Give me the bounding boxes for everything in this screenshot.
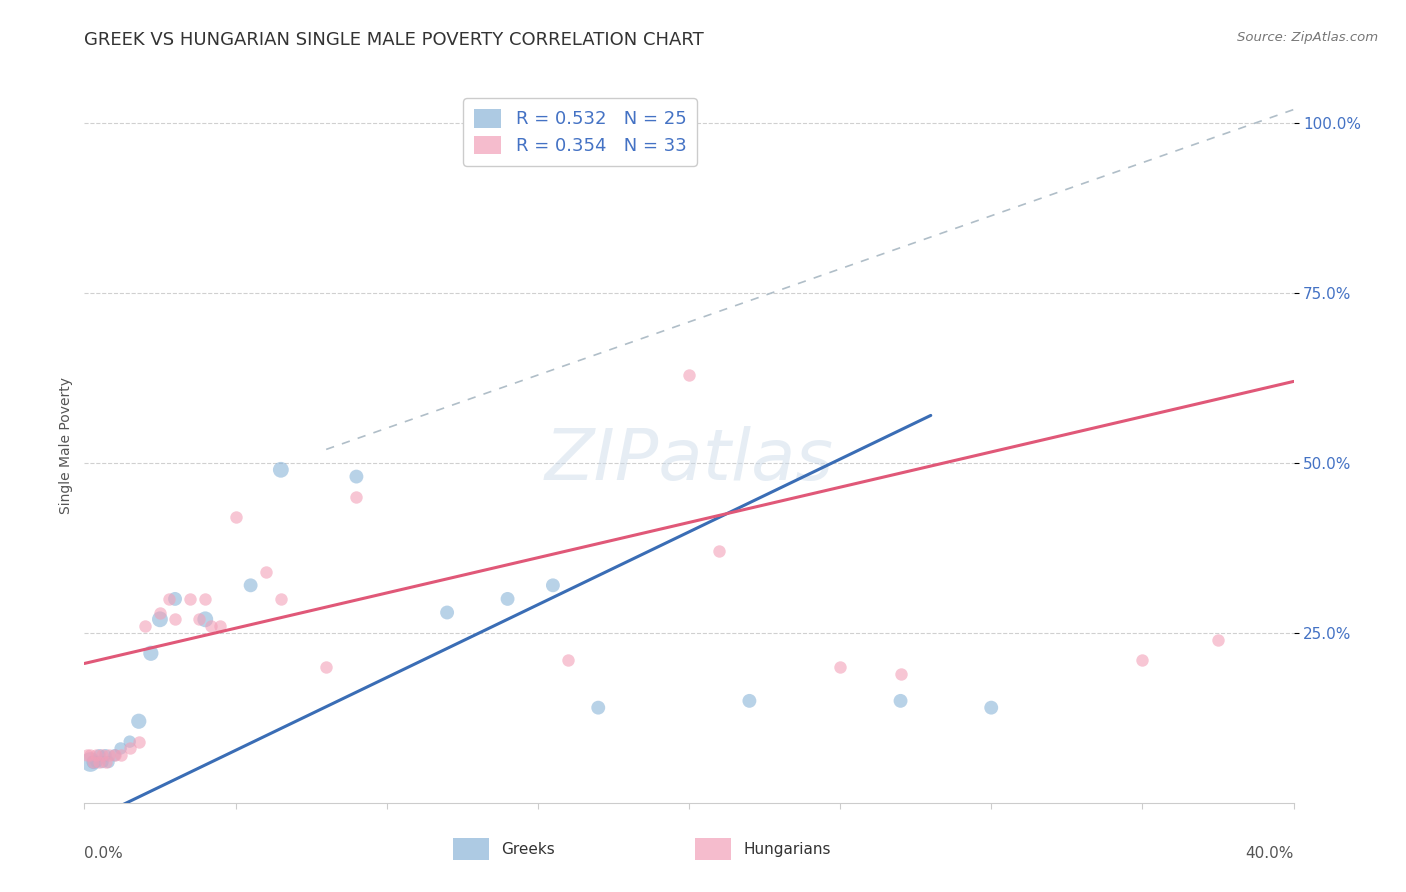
- Point: [270, 463, 292, 477]
- Point: [82, 755, 104, 769]
- FancyBboxPatch shape: [695, 838, 731, 860]
- Point: [890, 666, 912, 681]
- Point: [104, 748, 127, 763]
- Text: Source: ZipAtlas.com: Source: ZipAtlas.com: [1237, 31, 1378, 45]
- Point: [94, 755, 117, 769]
- Point: [91, 755, 114, 769]
- Point: [91, 748, 114, 763]
- Point: [118, 734, 141, 748]
- Point: [86, 755, 108, 769]
- Point: [179, 591, 201, 606]
- Text: 0.0%: 0.0%: [84, 846, 124, 861]
- Point: [254, 565, 277, 579]
- Point: [225, 510, 247, 524]
- Point: [110, 748, 132, 763]
- Text: GREEK VS HUNGARIAN SINGLE MALE POVERTY CORRELATION CHART: GREEK VS HUNGARIAN SINGLE MALE POVERTY C…: [84, 31, 704, 49]
- Point: [678, 368, 700, 382]
- Point: [188, 612, 211, 626]
- Point: [118, 741, 141, 756]
- Point: [588, 700, 610, 714]
- Point: [496, 591, 519, 606]
- Point: [97, 755, 120, 769]
- Point: [1206, 632, 1229, 647]
- Point: [163, 612, 186, 626]
- Text: Hungarians: Hungarians: [744, 842, 831, 856]
- Point: [128, 714, 150, 729]
- Point: [194, 591, 217, 606]
- Point: [104, 748, 127, 763]
- Point: [315, 660, 337, 674]
- Point: [541, 578, 564, 592]
- Point: [346, 490, 368, 504]
- Point: [134, 619, 156, 633]
- Point: [89, 748, 111, 763]
- Point: [79, 748, 101, 763]
- Point: [890, 694, 912, 708]
- FancyBboxPatch shape: [453, 838, 489, 860]
- Point: [980, 700, 1002, 714]
- Point: [709, 544, 731, 558]
- Point: [163, 591, 186, 606]
- Point: [97, 748, 120, 763]
- Point: [110, 741, 132, 756]
- Legend: R = 0.532   N = 25, R = 0.354   N = 33: R = 0.532 N = 25, R = 0.354 N = 33: [463, 98, 697, 166]
- Text: 40.0%: 40.0%: [1246, 846, 1294, 861]
- Point: [1130, 653, 1153, 667]
- Point: [76, 748, 98, 763]
- Point: [557, 653, 579, 667]
- Point: [830, 660, 852, 674]
- Point: [94, 748, 117, 763]
- Y-axis label: Single Male Poverty: Single Male Poverty: [59, 377, 73, 515]
- Point: [270, 591, 292, 606]
- Point: [139, 646, 162, 660]
- Text: ZIPatlas: ZIPatlas: [544, 425, 834, 495]
- Point: [157, 591, 180, 606]
- Point: [209, 619, 232, 633]
- Point: [738, 694, 761, 708]
- Point: [86, 748, 108, 763]
- Point: [436, 606, 458, 620]
- Point: [149, 606, 172, 620]
- Point: [346, 469, 368, 483]
- Point: [194, 612, 217, 626]
- Point: [89, 755, 111, 769]
- Text: Greeks: Greeks: [502, 842, 555, 856]
- Point: [200, 619, 222, 633]
- Point: [149, 612, 172, 626]
- Point: [239, 578, 262, 592]
- Point: [128, 734, 150, 748]
- Point: [79, 755, 101, 769]
- Point: [82, 755, 104, 769]
